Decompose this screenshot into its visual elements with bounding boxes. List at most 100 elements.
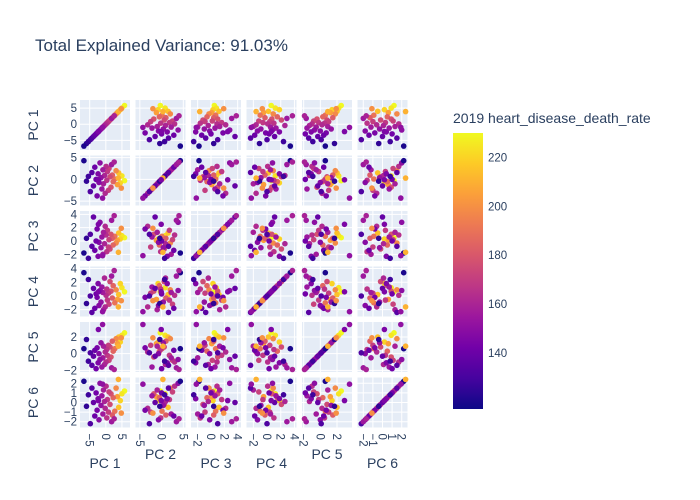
data-point [380, 122, 387, 129]
data-point [152, 353, 158, 360]
data-point [323, 407, 330, 414]
data-point [176, 267, 182, 274]
panel-4-6 [357, 266, 409, 317]
data-point [95, 360, 101, 366]
data-point [190, 276, 197, 283]
data-point [327, 393, 334, 400]
data-point [387, 392, 394, 398]
data-point [108, 273, 115, 279]
data-point [115, 404, 122, 411]
data-point [380, 240, 387, 247]
data-point [150, 335, 156, 341]
data-point [253, 190, 259, 197]
data-point [325, 304, 331, 310]
data-point [99, 234, 105, 240]
data-point [177, 250, 184, 256]
data-point [95, 221, 102, 228]
data-point [259, 105, 266, 112]
data-point [255, 357, 262, 364]
data-point [392, 123, 398, 130]
data-point [366, 347, 372, 354]
data-point [157, 403, 163, 410]
data-point [204, 282, 210, 289]
data-point [268, 221, 275, 228]
data-point [149, 125, 155, 131]
data-point [115, 249, 122, 256]
data-point [210, 336, 217, 343]
data-point [247, 135, 254, 141]
data-point [95, 289, 102, 295]
data-point [210, 403, 217, 410]
panel-3-4 [246, 211, 297, 262]
data-point [271, 415, 277, 421]
data-point [220, 225, 227, 232]
data-point [319, 122, 325, 128]
data-point [269, 380, 276, 387]
colorbar-tick-label: 140 [488, 348, 507, 360]
data-point [248, 308, 255, 315]
data-point [140, 381, 146, 388]
data-point [146, 188, 153, 195]
data-point [375, 235, 382, 242]
data-point [341, 221, 348, 228]
data-point [318, 188, 325, 195]
data-point [175, 127, 181, 133]
data-point [208, 131, 214, 137]
data-point [375, 300, 382, 307]
data-point [196, 249, 203, 256]
data-point [265, 334, 272, 340]
data-point [85, 358, 92, 365]
data-point [321, 286, 328, 292]
data-point [332, 167, 339, 174]
data-point [394, 135, 400, 141]
data-point [284, 115, 290, 122]
data-point [206, 350, 213, 357]
data-point [310, 358, 316, 365]
data-point [325, 118, 332, 125]
data-point [202, 169, 209, 176]
data-point [248, 124, 255, 131]
data-point [370, 244, 376, 250]
data-point [386, 186, 393, 192]
data-point [377, 117, 384, 123]
data-point [398, 219, 405, 226]
data-point [83, 336, 90, 343]
data-point [334, 291, 340, 298]
data-point [93, 365, 99, 372]
data-point [308, 129, 315, 135]
y-tick-label: 0 [71, 398, 77, 410]
data-point [373, 122, 380, 128]
data-point [140, 252, 146, 259]
x-tick-label: 2 [217, 434, 229, 440]
panel-4-3 [190, 266, 241, 317]
data-point [267, 342, 273, 349]
data-point [81, 250, 87, 256]
data-point [331, 178, 338, 184]
data-point [341, 177, 348, 183]
data-point [85, 173, 92, 180]
data-point [92, 413, 98, 419]
data-point [375, 178, 382, 184]
y-tick-label: 2 [71, 378, 77, 390]
data-point [107, 278, 113, 285]
data-point [310, 138, 316, 145]
data-point [310, 392, 316, 398]
data-point [104, 168, 111, 175]
data-point [220, 185, 227, 191]
data-point [165, 404, 171, 411]
data-point [325, 108, 331, 115]
data-point [177, 143, 184, 149]
data-point [278, 246, 285, 252]
data-point [268, 128, 275, 135]
data-point [142, 294, 148, 301]
data-point [222, 349, 229, 355]
data-point [209, 118, 216, 124]
data-point [102, 223, 108, 230]
y-axis-title: PC 2 [25, 165, 41, 196]
x-tick-label: 2 [274, 434, 286, 440]
data-point [115, 343, 122, 350]
data-point [190, 173, 197, 180]
data-point [310, 276, 316, 283]
data-point [386, 234, 393, 240]
data-point [152, 214, 158, 220]
